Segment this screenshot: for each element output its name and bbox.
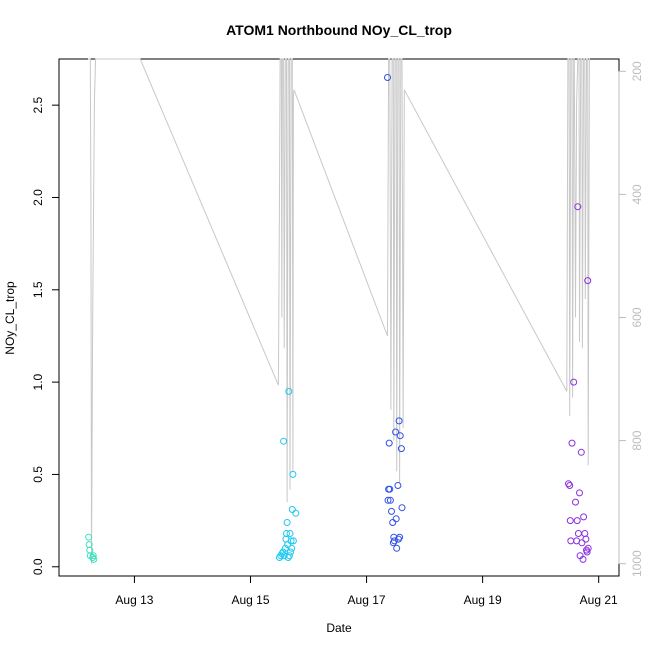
data-point xyxy=(279,548,287,556)
data-point xyxy=(576,489,583,497)
data-point xyxy=(386,496,394,504)
x-axis-label: Date xyxy=(326,621,352,635)
data-point xyxy=(285,387,293,395)
data-point xyxy=(397,445,405,453)
data-point xyxy=(395,417,403,425)
data-point xyxy=(573,517,581,525)
data-point xyxy=(385,439,393,447)
data-point xyxy=(388,507,395,515)
y-tick-label: 2.0 xyxy=(31,189,45,206)
data-point xyxy=(578,539,586,547)
data-point xyxy=(389,519,397,526)
data-point xyxy=(566,482,574,489)
plot-box xyxy=(58,58,620,577)
data-point xyxy=(90,555,98,563)
y-tick-label: 2.5 xyxy=(31,96,45,113)
data-point xyxy=(582,535,590,543)
data-point xyxy=(288,544,296,552)
data-point xyxy=(392,515,400,523)
data-point xyxy=(581,530,589,537)
data-point xyxy=(285,552,293,560)
data-point xyxy=(580,513,588,521)
x-tick-label: Aug 21 xyxy=(580,593,618,607)
data-point xyxy=(287,537,295,545)
data-point xyxy=(284,541,292,549)
data-point xyxy=(394,482,402,489)
pressure-trace xyxy=(88,58,590,564)
chart-title: ATOM1 Northbound NOy_CL_trop xyxy=(226,22,452,38)
data-point xyxy=(583,548,591,556)
data-point xyxy=(584,277,592,285)
data-point xyxy=(384,74,391,81)
data-point xyxy=(288,506,296,513)
y-axis-label: NOy_CL_trop xyxy=(3,281,17,355)
y-axis: 0.0 0.5 1.0 1.5 2.0 2.5 xyxy=(31,96,60,575)
scatter-points xyxy=(85,74,592,563)
data-point xyxy=(584,544,592,552)
data-point xyxy=(566,517,574,525)
data-point xyxy=(567,537,575,545)
data-point xyxy=(283,530,290,537)
data-point xyxy=(396,533,404,541)
data-point xyxy=(565,480,572,488)
y-tick-label: 1.0 xyxy=(31,373,45,390)
y2-tick-label: 1000 xyxy=(630,550,644,577)
data-point xyxy=(579,555,587,563)
data-point xyxy=(577,448,585,456)
data-point xyxy=(570,378,578,386)
y2-tick-label: 200 xyxy=(630,61,644,81)
data-point xyxy=(568,439,576,447)
data-point xyxy=(89,552,97,560)
y2-tick-label: 400 xyxy=(630,184,644,204)
data-point xyxy=(574,530,582,537)
y2-tick-label: 600 xyxy=(630,307,644,327)
data-point xyxy=(287,548,294,556)
data-point xyxy=(396,432,404,440)
y-tick-label: 0.5 xyxy=(31,466,45,483)
x-tick-label: Aug 19 xyxy=(464,593,502,607)
data-point xyxy=(392,428,400,436)
y-tick-label: 1.5 xyxy=(31,281,45,298)
data-point xyxy=(280,552,288,560)
data-point xyxy=(384,496,392,504)
data-point xyxy=(572,498,579,506)
data-point xyxy=(398,504,406,512)
data-point xyxy=(283,519,291,526)
data-point xyxy=(390,537,398,545)
data-point xyxy=(280,437,288,445)
data-point xyxy=(289,470,297,478)
x-tick-label: Aug 15 xyxy=(231,593,269,607)
y-tick-label: 0.0 xyxy=(31,558,45,575)
x-tick-label: Aug 17 xyxy=(348,593,386,607)
pressure-line xyxy=(88,58,590,564)
x-tick-label: Aug 13 xyxy=(115,593,153,607)
data-point xyxy=(386,485,394,493)
data-point xyxy=(292,509,300,517)
data-point xyxy=(286,530,294,537)
y2-axis-pressure: 200 400 600 800 1000 xyxy=(618,61,644,577)
data-point xyxy=(276,554,283,561)
data-point xyxy=(393,544,401,552)
data-point xyxy=(574,203,582,211)
data-point xyxy=(85,533,93,541)
y2-tick-label: 800 xyxy=(630,430,644,450)
data-point xyxy=(289,537,297,545)
x-axis: Aug 13 Aug 15 Aug 17 Aug 19 Aug 21 xyxy=(115,575,618,607)
